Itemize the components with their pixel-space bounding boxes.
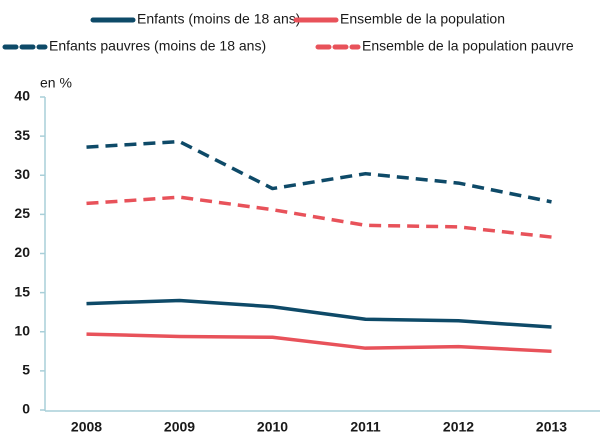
series-line [86,298,552,329]
series-line [86,195,552,239]
y-tick-label: 25 [14,205,30,221]
series-line [86,332,552,354]
y-tick-label: 15 [14,283,30,299]
x-tick-label: 2008 [71,419,102,434]
x-tick-label: 2012 [443,419,474,434]
x-tick-label: 2011 [350,419,381,434]
y-tick-label: 0 [22,401,30,417]
series-line [86,139,552,204]
y-tick-label: 40 [14,88,30,104]
x-tick-label: 2013 [536,419,567,434]
legend-label: Ensemble de la population pauvre [362,38,574,54]
legend-label: Enfants pauvres (moins de 18 ans) [49,38,266,54]
y-tick-label: 20 [14,244,30,260]
y-tick-label: 30 [14,166,30,182]
y-tick-label: 35 [14,127,30,143]
x-tick-label: 2010 [257,419,288,434]
legend-label: Enfants (moins de 18 ans) [137,11,300,27]
y-axis-label: en % [40,75,72,91]
y-tick-label: 5 [22,362,30,378]
y-tick-label: 10 [14,322,30,338]
legend-label: Ensemble de la population [340,11,505,27]
x-tick-label: 2009 [164,419,195,434]
